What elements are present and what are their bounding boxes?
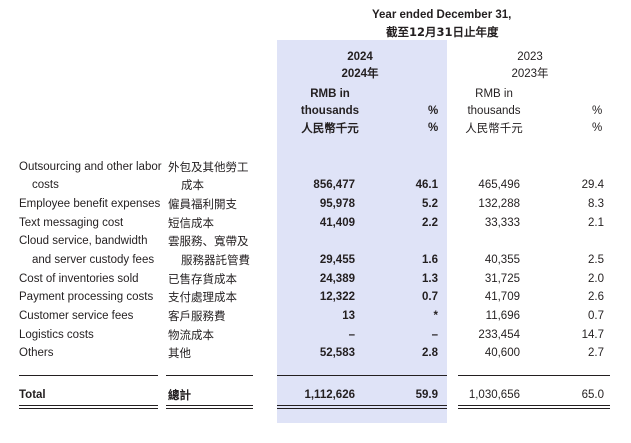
value-2023: 465,496	[478, 179, 520, 191]
pct-2024: 5.2	[422, 198, 438, 210]
row-label-en: Payment processing costs	[19, 291, 154, 303]
value-2024: 29,455	[319, 254, 355, 266]
period-header-en: Year ended December 31,	[372, 9, 512, 21]
pct-2024: 1.6	[422, 254, 438, 266]
row-label-zh: 雲服務、寬帶及	[168, 234, 249, 248]
pct-2024: –	[431, 329, 438, 341]
value-2023: 33,333	[484, 217, 520, 229]
value-2023: 31,725	[484, 273, 520, 285]
value-2023: 132,288	[478, 198, 520, 210]
rule-2023	[458, 375, 610, 376]
pct-2024: 0.7	[422, 291, 438, 303]
value-2024: 41,409	[319, 217, 355, 229]
header-2023-pct-1: %	[592, 105, 603, 117]
pct-2023: 2.6	[588, 291, 604, 303]
header-2023-year-zh: 2023年	[511, 68, 549, 80]
pct-2023: 0.7	[588, 310, 604, 322]
header-2024-unit-zh: 人民幣千元	[301, 121, 359, 135]
value-2024: 856,477	[313, 179, 355, 191]
total-pct-2023: 65.0	[581, 389, 604, 401]
row-label-zh: 服務器託管費	[181, 253, 250, 267]
header-2023-pct-2: %	[592, 122, 603, 134]
header-2024-unit-en-1: RMB in	[310, 88, 350, 100]
header-2024-pct-2: %	[428, 122, 439, 134]
total-value-2023: 1,030,656	[468, 389, 520, 401]
pct-2023: 29.4	[581, 179, 604, 191]
pct-2024: 1.3	[422, 273, 438, 285]
value-2023: 41,709	[484, 291, 520, 303]
period-header-zh: 截至12月31日止年度	[386, 25, 499, 39]
value-2023: 40,355	[484, 254, 520, 266]
double-rule-2023	[458, 405, 610, 409]
row-label-en: and server custody fees	[32, 254, 155, 266]
row-label-en: Cost of inventories sold	[19, 273, 139, 285]
row-label-en: Outsourcing and other labor	[19, 161, 162, 173]
value-2023: 40,600	[484, 347, 520, 359]
row-label-zh: 僱員福利開支	[168, 197, 237, 211]
rule-2024	[277, 375, 447, 376]
header-2024-year-zh: 2024年	[341, 68, 379, 80]
row-label-en: costs	[32, 179, 59, 191]
header-2023-unit-zh: 人民幣千元	[465, 121, 523, 135]
header-2024-pct-1: %	[428, 105, 439, 117]
row-label-zh: 物流成本	[168, 328, 214, 342]
pct-2023: 2.7	[588, 347, 604, 359]
value-2024: 24,389	[319, 273, 355, 285]
pct-2024: *	[433, 310, 438, 322]
value-2024: 52,583	[319, 347, 355, 359]
value-2024: 95,978	[319, 198, 355, 210]
pct-2023: 14.7	[581, 329, 604, 341]
pct-2023: 2.0	[588, 273, 604, 285]
row-label-zh: 客戶服務費	[168, 309, 226, 323]
row-label-zh: 支付處理成本	[168, 290, 237, 304]
pct-2023: 8.3	[588, 198, 604, 210]
header-2024-year: 2024	[347, 51, 373, 63]
total-value-2024: 1,112,626	[304, 389, 355, 401]
double-rule-label-en	[19, 405, 158, 409]
pct-2023: 2.1	[588, 217, 604, 229]
row-label-en: Employee benefit expenses	[19, 198, 161, 210]
total-label-zh: 總計	[168, 388, 191, 402]
rule-label-zh	[166, 375, 253, 376]
rule-label-en	[19, 375, 158, 376]
value-2023: 11,696	[485, 310, 520, 322]
row-label-zh: 短信成本	[168, 216, 214, 230]
highlight-2024-column	[277, 40, 447, 423]
total-pct-2024: 59.9	[415, 389, 438, 401]
row-label-en: Customer service fees	[19, 310, 134, 322]
row-label-en: Logistics costs	[19, 329, 94, 341]
row-label-zh: 外包及其他勞工	[168, 160, 249, 174]
pct-2023: 2.5	[588, 254, 604, 266]
value-2023: 233,454	[478, 329, 520, 341]
pct-2024: 46.1	[415, 179, 438, 191]
pct-2024: 2.2	[422, 217, 438, 229]
value-2024: 13	[342, 310, 355, 322]
pct-2024: 2.8	[422, 347, 438, 359]
header-2023-unit-en-2: thousands	[467, 105, 521, 117]
row-label-en: Cloud service, bandwidth	[19, 235, 148, 247]
row-label-zh: 其他	[168, 346, 191, 360]
double-rule-label-zh	[166, 405, 253, 409]
header-2023-unit-en-1: RMB in	[475, 88, 513, 100]
value-2024: 12,322	[319, 291, 355, 303]
total-label-en: Total	[19, 389, 46, 401]
value-2024: –	[348, 329, 355, 341]
row-label-zh: 成本	[181, 178, 204, 192]
row-label-zh: 已售存貨成本	[168, 272, 237, 286]
row-label-en: Text messaging cost	[19, 217, 124, 229]
header-2024-unit-en-2: thousands	[300, 105, 360, 117]
row-label-en: Others	[19, 347, 54, 359]
double-rule-2024	[277, 405, 447, 409]
header-2023-year: 2023	[517, 51, 543, 63]
